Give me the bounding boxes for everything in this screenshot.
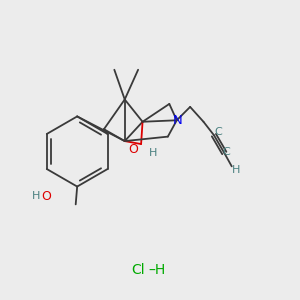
Text: O: O [41, 190, 51, 202]
Text: C: C [222, 147, 230, 158]
Text: C: C [214, 127, 222, 137]
Text: Cl: Cl [131, 263, 145, 278]
Text: –H: –H [149, 263, 166, 278]
Text: N: N [172, 114, 182, 128]
Text: H: H [149, 148, 157, 158]
Text: O: O [129, 142, 139, 156]
Text: H: H [32, 191, 40, 201]
Text: H: H [232, 165, 240, 175]
